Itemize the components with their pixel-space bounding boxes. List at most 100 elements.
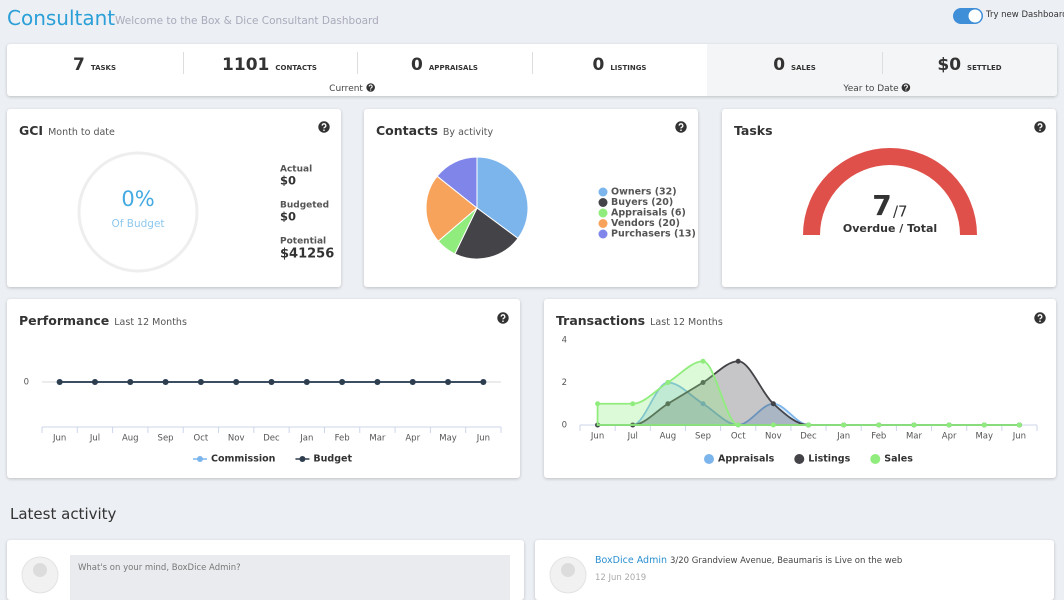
stat-label: appraisals	[428, 62, 478, 73]
stat-label: settled	[967, 62, 1002, 73]
help-icon[interactable]	[366, 83, 375, 92]
help-icon[interactable]	[675, 121, 687, 133]
post-card: What's on your mind, BoxDice Admin?	[7, 540, 524, 600]
card-header: Performance Last 12 Months	[19, 310, 187, 329]
post-placeholder: What's on your mind, BoxDice Admin?	[78, 563, 241, 573]
help-icon[interactable]	[318, 121, 330, 133]
x-tick-label: Sep	[158, 434, 174, 444]
legend-label: Vendors (20)	[611, 218, 680, 229]
x-tick-label: May	[975, 432, 993, 442]
legend-label: Owners (32)	[611, 187, 677, 198]
point	[735, 422, 741, 428]
x-tick-label: Nov	[228, 434, 245, 444]
help-icon[interactable]	[497, 312, 509, 324]
point	[876, 422, 882, 428]
toggle-knob	[968, 9, 982, 23]
x-tick-label: Sep	[695, 432, 711, 442]
pie-slice	[425, 175, 478, 242]
gci-item-value: $41256	[280, 247, 334, 262]
point	[700, 380, 706, 385]
activity-card: BoxDice Admin 3/20 Grandview Avenue, Beau…	[535, 540, 1054, 600]
x-tick-label: Apr	[942, 432, 957, 442]
legend-marker	[299, 456, 306, 462]
gci-gauge: 0% Of Budget Actual $0 Budgeted $0 Poten…	[77, 151, 334, 273]
caption: Current	[329, 83, 375, 94]
x-tick-label: Oct	[731, 432, 746, 442]
legend-marker	[598, 219, 608, 228]
legend-marker	[598, 208, 608, 218]
point	[480, 379, 487, 385]
x-tick-label: Jul	[627, 432, 638, 442]
gci-item-label: Potential	[280, 237, 326, 247]
gci-item-value: $0	[280, 210, 296, 224]
contacts-card: Owners (32) Buyers (20) Appraisals (6) Vend…	[364, 109, 698, 287]
legend-marker	[598, 229, 608, 239]
legend-label: Commission	[211, 454, 276, 465]
point	[911, 422, 917, 428]
card-subtitle: Last 12 Months	[114, 317, 187, 328]
gauge-ring	[77, 151, 199, 273]
legend-marker	[794, 454, 805, 464]
activity-text: 3/20 Grandview Avenue, Beaumaris is Live…	[669, 556, 903, 566]
point	[233, 379, 240, 385]
stat-value: 0	[411, 55, 423, 75]
x-tick-label: Jan	[299, 434, 313, 444]
x-tick-label: Jun	[52, 434, 66, 444]
stat: $0 settled	[882, 54, 1057, 79]
caption-text: Year to Date	[843, 84, 899, 94]
gci-card: GCI Month to date 0% Of Budget Actual $0 …	[7, 109, 341, 287]
point	[770, 401, 776, 407]
gauge-arc	[803, 148, 977, 235]
legend-marker	[704, 454, 714, 464]
stat: 1101 contacts	[182, 54, 357, 79]
help-icon[interactable]	[901, 83, 911, 92]
pie-slice	[476, 156, 529, 240]
legend-label: Budget	[313, 454, 352, 465]
caption: Year to Date	[843, 83, 911, 94]
x-tick-label: Mar	[369, 434, 386, 444]
card-header: Transactions Last 12 Months	[556, 310, 723, 329]
x-tick-label: Jun	[1012, 432, 1026, 442]
toggle-switch[interactable]	[952, 7, 984, 25]
card-title: GCI	[19, 123, 44, 138]
stat-label: tasks	[90, 62, 116, 73]
post-input[interactable]: What's on your mind, BoxDice Admin?	[70, 555, 510, 600]
divider	[882, 52, 883, 74]
card-title: Tasks	[734, 123, 773, 138]
point	[409, 379, 416, 385]
point	[56, 379, 63, 385]
point	[162, 379, 169, 385]
legend-label: Appraisals (6)	[611, 208, 686, 219]
y-tick-label: 4	[562, 336, 567, 346]
tasks-gauge: 7 /7 Overdue / Total	[803, 148, 977, 235]
stat-value: $0	[937, 55, 962, 75]
activity-user[interactable]: BoxDice Admin	[595, 555, 667, 566]
area	[596, 360, 1020, 426]
y-tick-label: 0	[562, 421, 567, 431]
page-title: Consultant	[7, 6, 116, 30]
point	[841, 422, 847, 428]
line-chart: 0 Jun Jul Aug Sep Oct Nov Dec Jan Feb Mar Apr May Jun…	[24, 378, 502, 465]
activity-line: BoxDice Admin 3/20 Grandview Avenue, Beau…	[595, 555, 902, 566]
transactions-card: 0 2 4 Jun Jul Aug Sep Oct Nov Dec Jan Feb Mar Apr May J…	[544, 299, 1056, 478]
toggle-label[interactable]: Try new Dashboard	[986, 10, 1064, 20]
avatar	[21, 556, 59, 594]
x-tick-label: Feb	[335, 434, 350, 444]
x-tick-label: Aug	[660, 432, 677, 442]
point	[91, 379, 98, 385]
x-tick-label: Jun	[590, 432, 604, 442]
stat-label: sales	[791, 62, 816, 73]
help-icon[interactable]	[1034, 312, 1046, 324]
point	[127, 379, 134, 385]
card-subtitle: Month to date	[48, 127, 115, 138]
legend-label: Sales	[884, 454, 913, 465]
x-tick-label: Nov	[765, 432, 782, 442]
x-tick-label: Apr	[405, 434, 420, 444]
point	[268, 379, 275, 385]
x-tick-label: Dec	[800, 432, 817, 442]
stat-value: 7	[73, 55, 85, 75]
help-icon[interactable]	[1034, 121, 1046, 133]
point	[339, 379, 346, 385]
card-header: Tasks	[734, 120, 773, 139]
pie-slice	[454, 207, 519, 260]
